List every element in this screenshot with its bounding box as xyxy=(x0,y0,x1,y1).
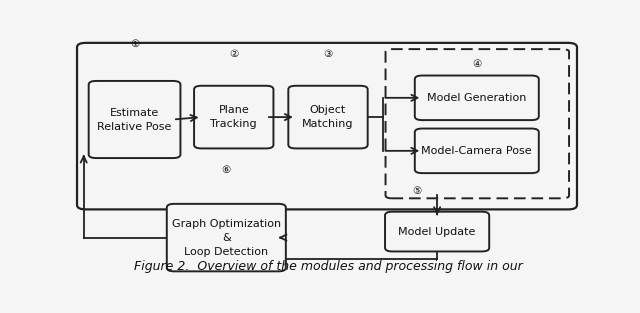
FancyBboxPatch shape xyxy=(288,86,367,148)
Text: Figure 2.  Overview of the modules and processing flow in our: Figure 2. Overview of the modules and pr… xyxy=(134,259,522,273)
FancyBboxPatch shape xyxy=(385,49,569,198)
Text: Graph Optimization
&
Loop Detection: Graph Optimization & Loop Detection xyxy=(172,218,281,257)
FancyBboxPatch shape xyxy=(194,86,273,148)
FancyBboxPatch shape xyxy=(167,204,286,271)
Text: ①: ① xyxy=(130,38,139,49)
Text: Model Update: Model Update xyxy=(399,227,476,237)
Text: Object
Matching: Object Matching xyxy=(302,105,354,129)
Text: ⑥: ⑥ xyxy=(221,165,231,175)
Text: ④: ④ xyxy=(472,59,481,69)
FancyBboxPatch shape xyxy=(385,212,489,251)
Text: Estimate
Relative Pose: Estimate Relative Pose xyxy=(97,107,172,131)
FancyBboxPatch shape xyxy=(415,129,539,173)
FancyBboxPatch shape xyxy=(415,75,539,120)
FancyBboxPatch shape xyxy=(77,43,577,209)
Text: Plane
Tracking: Plane Tracking xyxy=(211,105,257,129)
FancyBboxPatch shape xyxy=(89,81,180,158)
Text: ⑤: ⑤ xyxy=(413,186,422,196)
Text: Model Generation: Model Generation xyxy=(427,93,527,103)
Text: ②: ② xyxy=(229,49,238,59)
Text: ③: ③ xyxy=(323,49,333,59)
Text: Model-Camera Pose: Model-Camera Pose xyxy=(422,146,532,156)
